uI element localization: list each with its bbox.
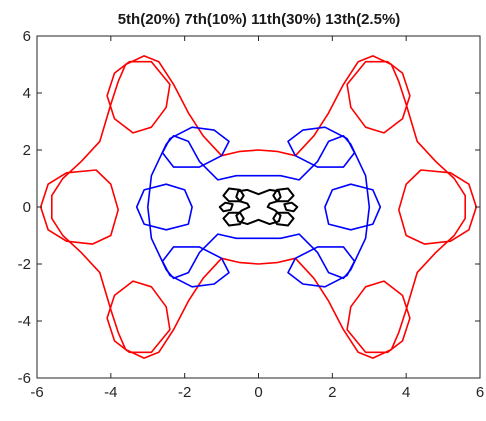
series-line-4 [346,280,411,354]
series-line-13 [324,183,382,231]
series-line-20 [283,201,299,213]
series-line-12 [135,183,193,231]
series-line-5 [39,169,119,245]
axes-layer: -6 -4 -2 0 2 4 6 -6 -4 -2 0 2 4 6 [18,28,485,401]
series-line-9 [287,126,356,168]
x-tick-label: -6 [30,384,43,401]
x-tick-label: -4 [104,384,117,401]
series-line-19 [218,201,234,213]
series-line-14 [235,188,282,226]
series-line-11 [287,246,356,288]
series-line-10 [161,246,230,288]
y-tick-label: 2 [23,142,31,159]
y-tick-label: -2 [18,256,31,273]
chart-title: 5th(20%) 7th(10%) 11th(30%) 13th(2.5%) [118,11,401,28]
y-tick-label: 6 [23,28,31,45]
y-tick-label: 0 [23,199,31,216]
series-line-8 [161,126,230,168]
x-tick-label: 6 [476,384,484,401]
series-line-3 [106,280,171,354]
series-line-16 [272,187,295,203]
y-tick-label: -6 [18,370,31,387]
series-line-15 [222,187,245,203]
series-line-0 [50,55,467,359]
y-tick-label: -4 [18,313,31,330]
series-line-17 [222,211,245,227]
x-tick-label: 4 [402,384,410,401]
series-line-18 [272,211,295,227]
series-line-2 [346,60,411,134]
series-layer [39,55,478,359]
x-tick-label: -2 [178,384,191,401]
x-tick-label: 2 [328,384,336,401]
y-tick-label: 4 [23,85,31,102]
x-tick-label: 0 [254,384,262,401]
series-line-6 [397,169,478,245]
series-line-1 [106,60,171,134]
